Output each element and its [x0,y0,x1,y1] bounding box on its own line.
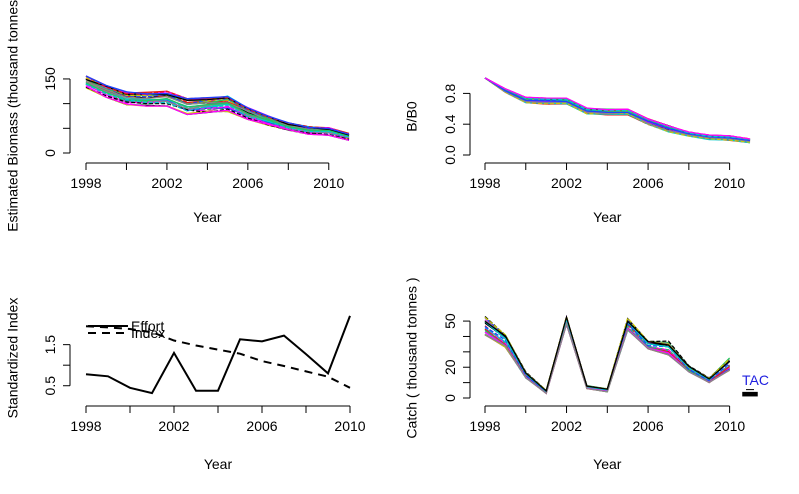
x-tick-label: 2002 [551,175,582,191]
trajectory-line [484,77,751,140]
trajectory-line [85,75,350,135]
trajectory-line [484,314,731,393]
trajectory-line [85,85,350,141]
y-tick-label: 0.0 [442,145,458,165]
x-tick-label: 2010 [714,175,745,191]
trajectory-line [85,82,350,138]
trajectory-line [484,318,731,393]
trajectory-line [85,80,350,137]
y-tick-label: 20 [442,359,458,375]
trajectory-line [484,315,731,393]
x-axis: 1998 2002 2006 2010 [70,162,345,191]
x-tick-label: 2002 [551,418,582,434]
tac-label: TAC [742,372,769,388]
trajectory-line [484,77,751,142]
legend-label-effort: Effort [131,318,164,334]
trajectories [85,75,350,141]
y-tick-label: 50 [442,313,458,329]
trajectory-line [484,319,730,394]
x-tick-label: 2006 [246,418,277,434]
trajectory-line [484,317,731,393]
trajectory-line [484,321,730,395]
trajectory-line [484,320,730,395]
y-axis: 0 20 50 [442,313,471,402]
trajectory-line [484,315,731,392]
y-tick-label: 0.8 [442,83,458,103]
series-line-effort [85,315,351,395]
y-axis: 0.5 1.5 [42,335,71,396]
x-tick-label: 2006 [232,175,263,191]
trajectory-line [484,77,751,140]
x-tick-label: 2010 [714,418,745,434]
x-tick-label: 1998 [70,418,101,434]
trajectory-line [484,316,731,392]
trajectories [484,77,751,144]
trajectory-line [484,318,731,394]
x-axis-title: Year [593,456,622,472]
x-axis: 1998 2002 2006 2010 [70,405,366,434]
trajectory-line [484,77,751,143]
trajectory-line [85,84,350,140]
y-tick-label: 150 [42,67,58,91]
trajectory-line [484,321,730,395]
trajectory-line [484,320,730,394]
x-tick-label: 2010 [313,175,344,191]
tac-boxplot [742,389,758,397]
trajectory-line [484,315,731,393]
y-axis-title: Standardized Index [5,298,21,419]
trajectory-line [484,314,731,392]
y-axis-title: Catch ( thousand tonnes ) [404,277,420,438]
trajectory-line [484,321,730,395]
y-tick-label: 1.5 [42,335,58,355]
x-tick-label: 2002 [151,175,182,191]
legend-label-index: Index [131,325,165,341]
y-tick-label: 0.4 [442,114,458,134]
y-axis-title: B/B0 [404,101,420,132]
series-line-index [85,325,351,389]
trajectory-line [85,83,350,138]
y-axis: 0 150 [42,67,71,157]
panel-standardized_index: 1998 2002 2006 2010 Year 0.5 1.5 Standardized I… [5,298,366,472]
x-axis-title: Year [193,209,222,225]
trajectory-line [484,316,731,393]
trajectory-line [484,314,731,392]
trajectory-line [484,77,751,141]
x-tick-label: 2010 [334,418,365,434]
x-axis: 1998 2002 2006 2010 [469,405,745,434]
y-axis: 0.0 0.4 0.8 [442,83,471,165]
x-tick-label: 1998 [469,418,500,434]
panel-b_over_b0: 1998 2002 2006 2010 Year 0.0 0.4 0.8 B/B0 [404,77,751,225]
x-axis: 1998 2002 2006 2010 [469,162,745,191]
x-tick-label: 1998 [70,175,101,191]
y-axis-title: Estimated Biomass (thousand tonnes) [5,0,21,232]
trajectory-line [85,78,350,136]
trajectory-line [484,320,730,394]
y-tick-label: 0 [442,394,458,402]
x-axis-title: Year [593,209,622,225]
panel-biomass: 1998 2002 2006 2010 Year 0 150 Estimated Biomas… [5,0,350,232]
x-tick-label: 1998 [469,175,500,191]
trajectory-line [484,318,730,394]
trajectories [484,314,731,395]
trajectory-line [484,77,751,140]
y-tick-label: 0 [42,149,58,157]
trajectory-line [484,320,730,395]
trajectory-line [484,77,751,140]
y-tick-label: 0.5 [42,376,58,396]
panel-catch: 1998 2002 2006 2010 Year 0 20 50 Catch ( thousan… [404,277,769,472]
trajectory-line [484,77,751,141]
x-tick-label: 2006 [632,418,663,434]
x-tick-label: 2002 [158,418,189,434]
x-axis-title: Year [204,456,233,472]
trajectory-line [484,315,731,393]
trajectory-line [484,321,730,395]
x-tick-label: 2006 [632,175,663,191]
trajectory-line [484,315,731,393]
trajectory-line [484,321,730,395]
trajectory-line [484,319,730,394]
